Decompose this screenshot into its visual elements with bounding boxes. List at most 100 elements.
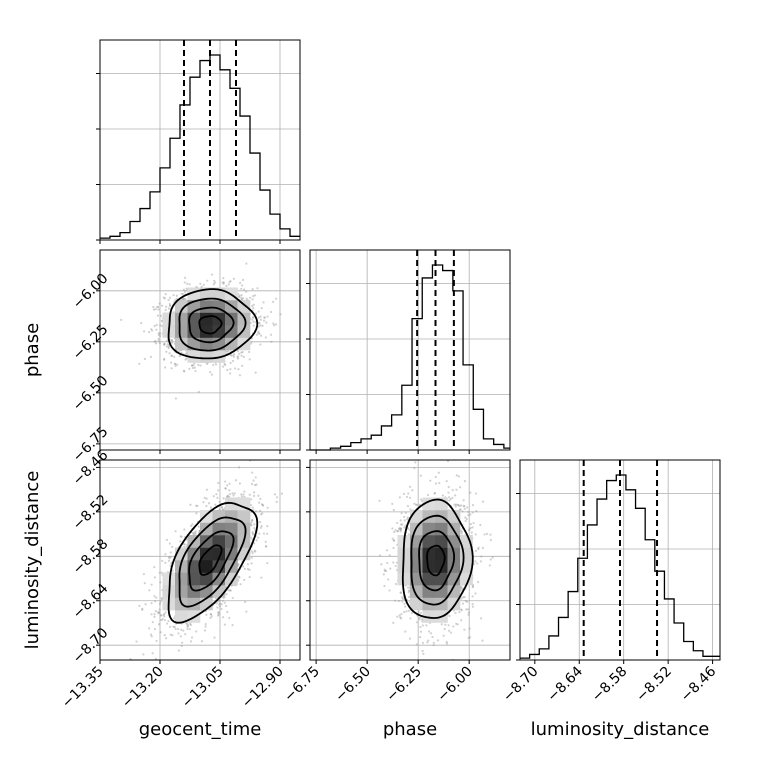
scatter-point (250, 556, 253, 559)
scatter-point (184, 358, 187, 361)
scatter-point (236, 355, 240, 358)
density-cell (175, 610, 188, 623)
scatter-point (259, 324, 262, 327)
scatter-point (261, 512, 264, 515)
density-cell (200, 560, 213, 573)
contours (167, 288, 259, 360)
scatter-point (274, 323, 278, 326)
scatter-point (258, 501, 261, 504)
scatter-point (163, 633, 166, 637)
contour-0.5-sigma (198, 315, 223, 335)
scatter-point (160, 597, 163, 600)
scatter-point (205, 613, 208, 616)
scatter-point (135, 640, 138, 643)
scatter-point (209, 613, 212, 616)
scatter-point (160, 571, 163, 574)
scatter-point (264, 545, 267, 548)
scatter-point (205, 504, 208, 508)
density-cell (237, 497, 251, 511)
scatter-point (261, 504, 265, 507)
scatter-point (163, 342, 166, 345)
scatter-point (159, 314, 163, 317)
scatter-point (432, 644, 435, 647)
contours (401, 498, 474, 619)
scatter-point (261, 324, 264, 327)
scatter-point (225, 350, 228, 353)
density-cell (410, 597, 423, 611)
scatter-point (393, 530, 396, 534)
scatter-point (219, 602, 222, 605)
scatter-point (212, 363, 215, 367)
scatter-point (157, 305, 160, 309)
density-cell (447, 510, 461, 523)
density-panel-geocent-time-vs-phase: −6.75−6.50−6.25−6.00 (70, 249, 301, 465)
scatter-point (471, 585, 474, 589)
scatter-point (182, 297, 185, 300)
scatter-point (238, 576, 241, 579)
scatter-point (155, 323, 158, 327)
scatter-point (182, 369, 185, 372)
scatter-point (155, 328, 158, 331)
scatter-point (464, 516, 467, 519)
scatter-point (232, 354, 235, 357)
scatter-point (460, 619, 463, 622)
scatter-point (204, 625, 207, 628)
scatter-point (229, 368, 232, 371)
scatter-point (418, 616, 421, 619)
x-tick-label: −6.25 (383, 664, 425, 706)
scatter-point (200, 640, 204, 643)
scatter-point (421, 641, 425, 644)
scatter-point (463, 507, 466, 510)
scatter-point (461, 602, 465, 605)
scatter-point (454, 505, 457, 508)
scatter-point (157, 612, 160, 615)
scatter-point (224, 487, 227, 490)
scatter-point (223, 601, 226, 604)
scatter-point (269, 333, 273, 336)
scatter-point (245, 610, 248, 613)
scatter-point (445, 642, 449, 645)
scatter-point (207, 502, 211, 505)
scatter-point (218, 599, 221, 602)
x-axis-label-phase: phase (383, 719, 437, 740)
scatter-point (399, 527, 402, 530)
x-tick-label: −8.58 (589, 664, 631, 706)
scatter-point (474, 549, 477, 552)
scatter-point (264, 540, 267, 543)
scatter-point (399, 617, 403, 620)
scatter-point (157, 337, 160, 340)
scatter-point (141, 607, 144, 610)
scatter-point (240, 351, 243, 354)
scatter-point (392, 539, 396, 542)
scatter-point (158, 603, 162, 606)
scatter-point (236, 356, 239, 359)
scatter-point (399, 591, 402, 594)
scatter-point (456, 503, 459, 507)
scatter-point (255, 483, 258, 486)
scatter-point (401, 523, 404, 526)
scatter-point (218, 603, 221, 606)
scatter-point (444, 623, 447, 626)
scatter-point (471, 605, 474, 608)
scatter-point (191, 364, 194, 367)
scatter-point (464, 599, 467, 603)
histogram-step-phase (310, 264, 510, 451)
y-tick-label: −8.64 (70, 580, 112, 622)
scatter-point (196, 504, 199, 508)
scatter-point (481, 500, 485, 503)
panel-frame (99, 249, 301, 451)
scatter-point (172, 294, 175, 297)
x-tick-label: −6.75 (281, 664, 323, 706)
scatter-point (232, 277, 235, 280)
scatter-point (406, 505, 409, 508)
scatter-point (165, 350, 168, 353)
scatter-point (240, 294, 243, 297)
scatter-point (174, 362, 177, 366)
scatter-point (405, 610, 408, 613)
scatter-point (193, 362, 196, 365)
scatter-point (471, 526, 474, 529)
scatter-point (170, 339, 173, 342)
scatter-point (203, 629, 207, 632)
scatter-point (388, 589, 391, 592)
scatter-point (168, 352, 171, 355)
